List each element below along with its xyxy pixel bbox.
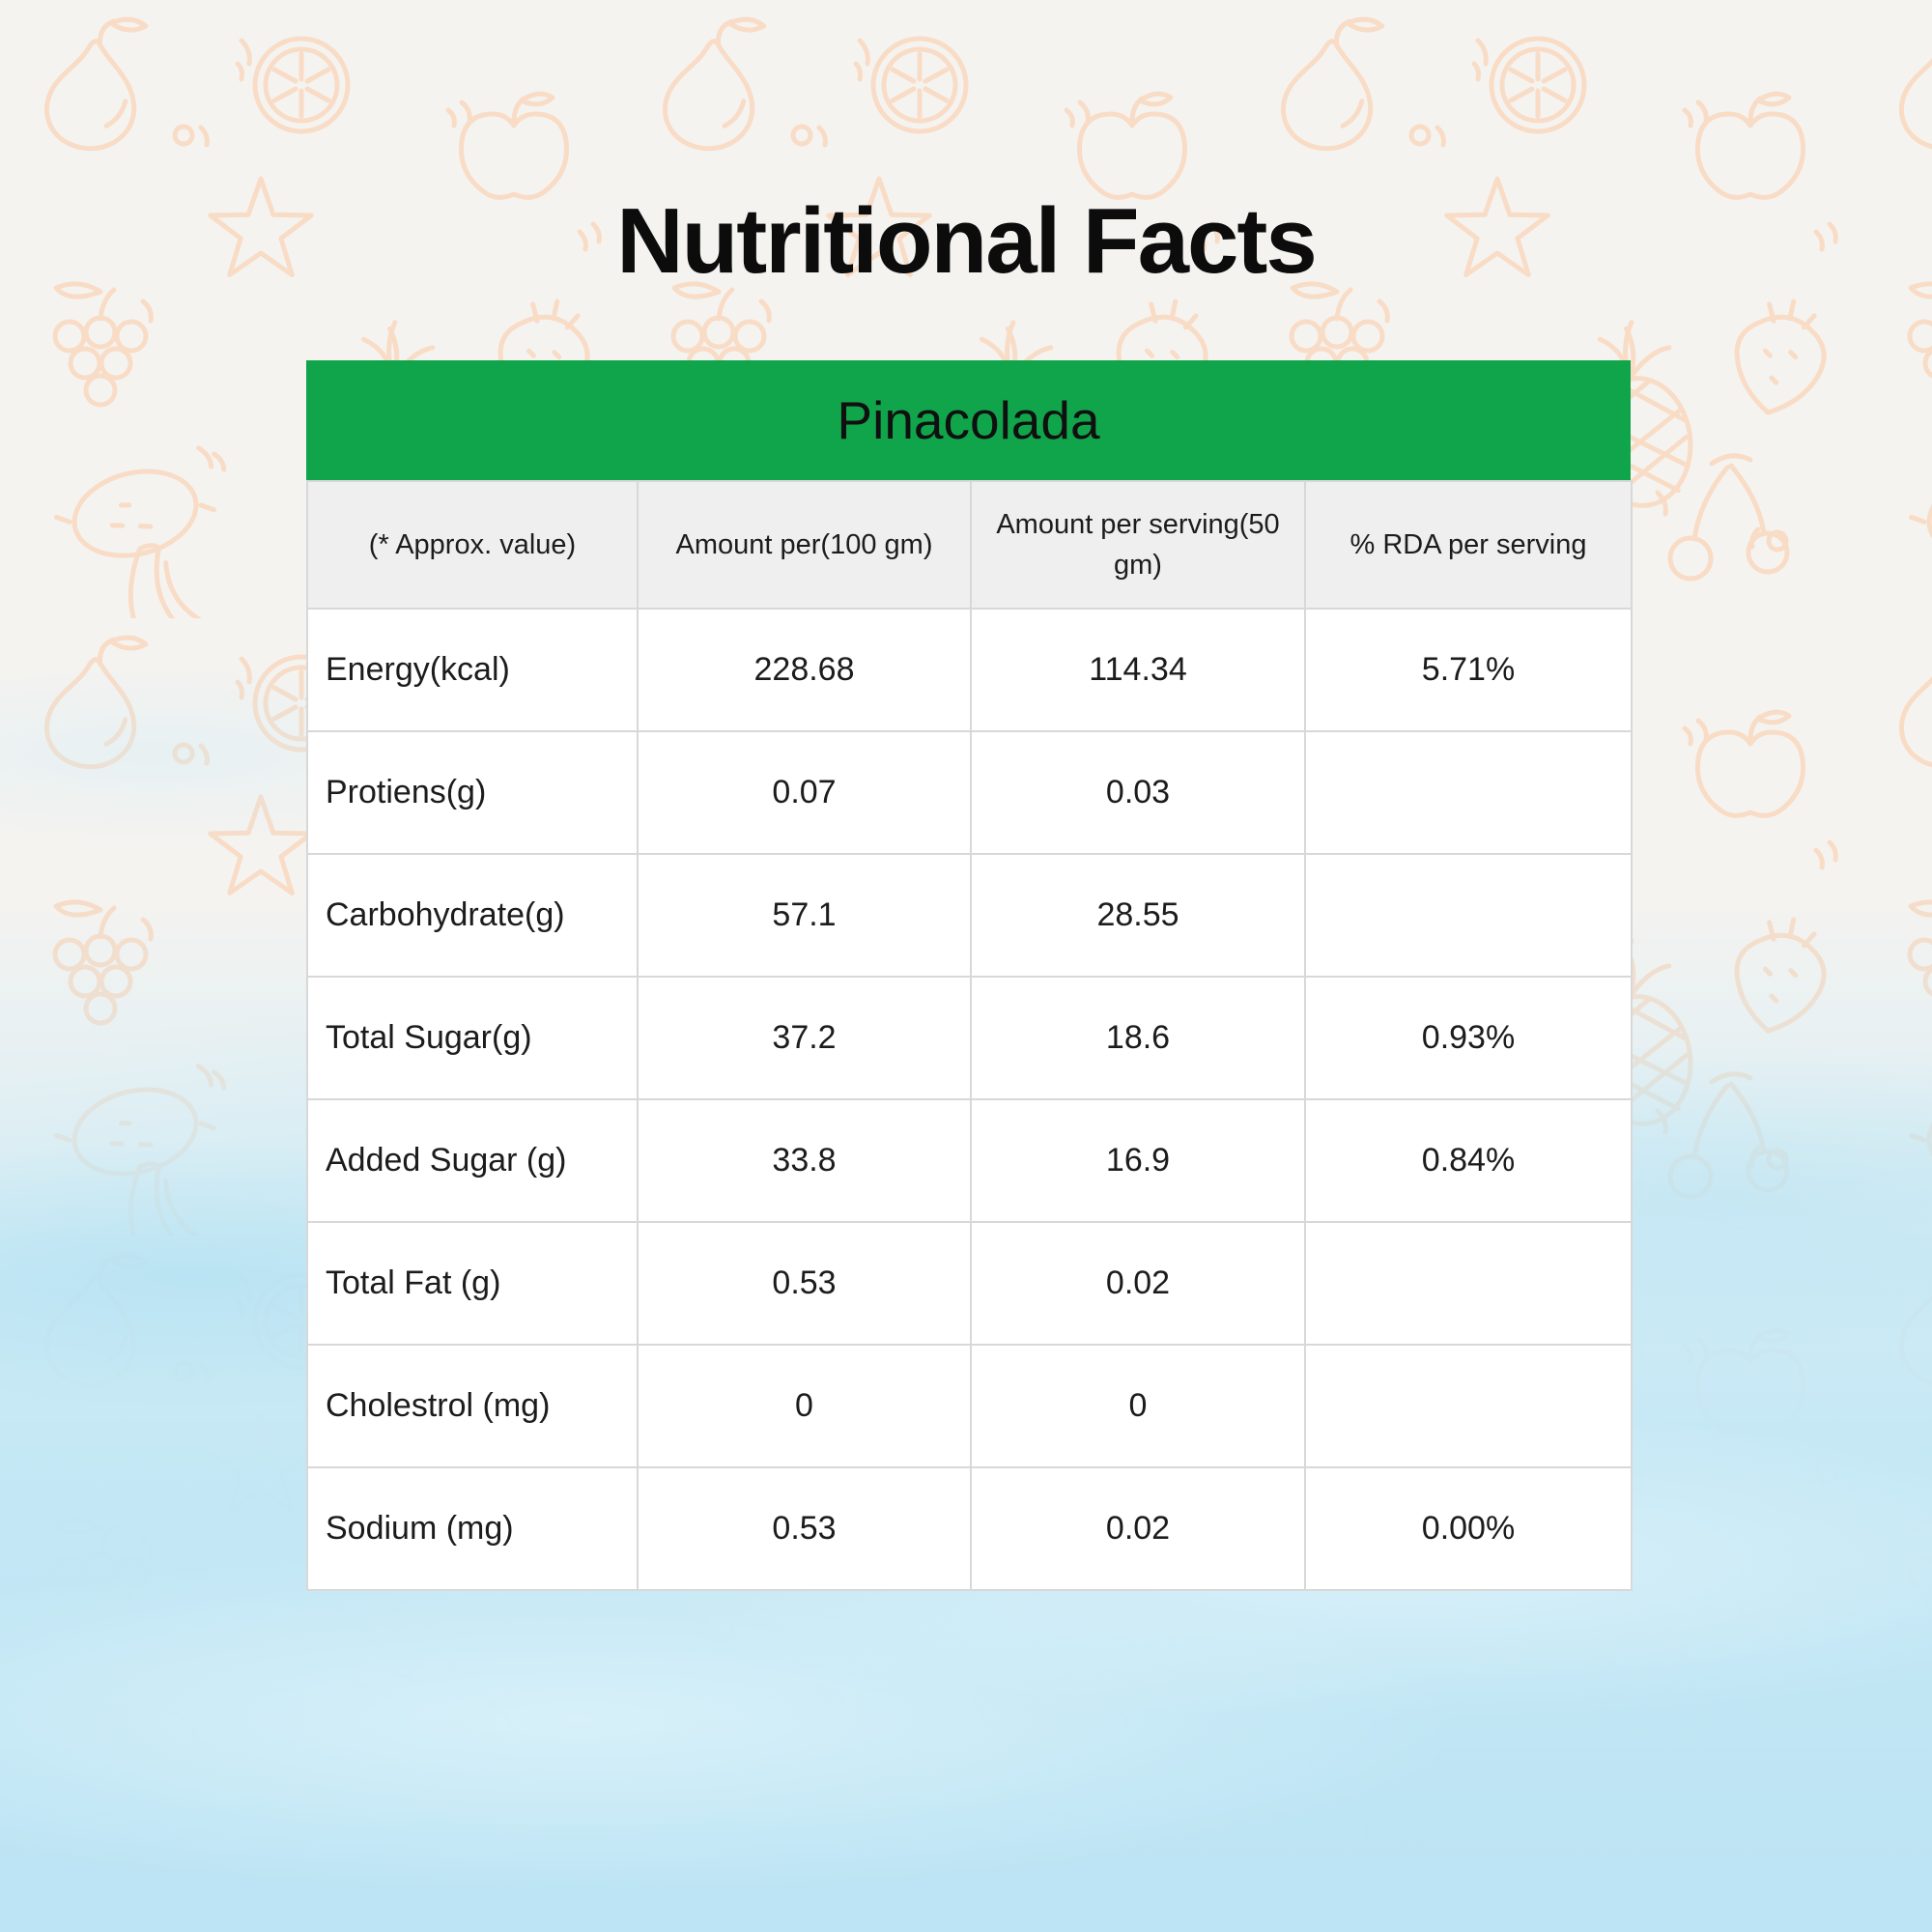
nutrient-label: Carbohydrate(g) <box>306 853 639 978</box>
table-row-protiens: Protiens(g) 0.07 0.03 <box>306 730 1633 855</box>
nutrient-label: Cholestrol (mg) <box>306 1344 639 1468</box>
page-title: Nutritional Facts <box>616 189 1317 293</box>
column-header-amount-per-serving: Amount per serving(50 gm) <box>970 480 1306 610</box>
rda-per-serving-value <box>1304 1221 1633 1346</box>
rda-per-serving-value <box>1304 730 1633 855</box>
rda-per-serving-value: 0.00% <box>1304 1466 1633 1591</box>
table-row-sodium: Sodium (mg) 0.53 0.02 0.00% <box>306 1466 1633 1591</box>
rda-per-serving-value <box>1304 1344 1633 1468</box>
amount-per-serving-value: 0.02 <box>970 1466 1306 1591</box>
nutrient-label: Protiens(g) <box>306 730 639 855</box>
table-header-row: (* Approx. value) Amount per(100 gm) Amo… <box>306 480 1633 610</box>
amount-per-100gm-value: 33.8 <box>637 1098 972 1223</box>
table-row-cholestrol: Cholestrol (mg) 0 0 <box>306 1344 1633 1468</box>
product-name-banner: Pinacolada <box>306 360 1631 480</box>
amount-per-serving-value: 0.03 <box>970 730 1306 855</box>
amount-per-100gm-value: 0.07 <box>637 730 972 855</box>
amount-per-100gm-value: 37.2 <box>637 976 972 1100</box>
amount-per-serving-value: 16.9 <box>970 1098 1306 1223</box>
nutrition-table: Pinacolada (* Approx. value) Amount per(… <box>306 360 1633 1591</box>
table-row-total-fat: Total Fat (g) 0.53 0.02 <box>306 1221 1633 1346</box>
rda-per-serving-value: 5.71% <box>1304 608 1633 732</box>
amount-per-serving-value: 114.34 <box>970 608 1306 732</box>
table-row-added-sugar: Added Sugar (g) 33.8 16.9 0.84% <box>306 1098 1633 1223</box>
table-row-total-sugar: Total Sugar(g) 37.2 18.6 0.93% <box>306 976 1633 1100</box>
nutrient-label: Sodium (mg) <box>306 1466 639 1591</box>
table-row-carbohydrate: Carbohydrate(g) 57.1 28.55 <box>306 853 1633 978</box>
nutrient-label: Energy(kcal) <box>306 608 639 732</box>
amount-per-100gm-value: 0.53 <box>637 1466 972 1591</box>
rda-per-serving-value <box>1304 853 1633 978</box>
amount-per-serving-value: 18.6 <box>970 976 1306 1100</box>
amount-per-100gm-value: 0.53 <box>637 1221 972 1346</box>
rda-per-serving-value: 0.93% <box>1304 976 1633 1100</box>
nutrition-facts-table: (* Approx. value) Amount per(100 gm) Amo… <box>306 480 1633 1591</box>
amount-per-100gm-value: 0 <box>637 1344 972 1468</box>
column-header-approx-value: (* Approx. value) <box>306 480 639 610</box>
amount-per-serving-value: 28.55 <box>970 853 1306 978</box>
nutrient-label: Total Sugar(g) <box>306 976 639 1100</box>
table-row-energy: Energy(kcal) 228.68 114.34 5.71% <box>306 608 1633 732</box>
nutrient-label: Added Sugar (g) <box>306 1098 639 1223</box>
amount-per-serving-value: 0 <box>970 1344 1306 1468</box>
column-header-amount-per-100gm: Amount per(100 gm) <box>637 480 972 610</box>
rda-per-serving-value: 0.84% <box>1304 1098 1633 1223</box>
nutrient-label: Total Fat (g) <box>306 1221 639 1346</box>
amount-per-serving-value: 0.02 <box>970 1221 1306 1346</box>
column-header-rda-per-serving: % RDA per serving <box>1304 480 1633 610</box>
amount-per-100gm-value: 228.68 <box>637 608 972 732</box>
amount-per-100gm-value: 57.1 <box>637 853 972 978</box>
product-name: Pinacolada <box>837 390 1100 450</box>
